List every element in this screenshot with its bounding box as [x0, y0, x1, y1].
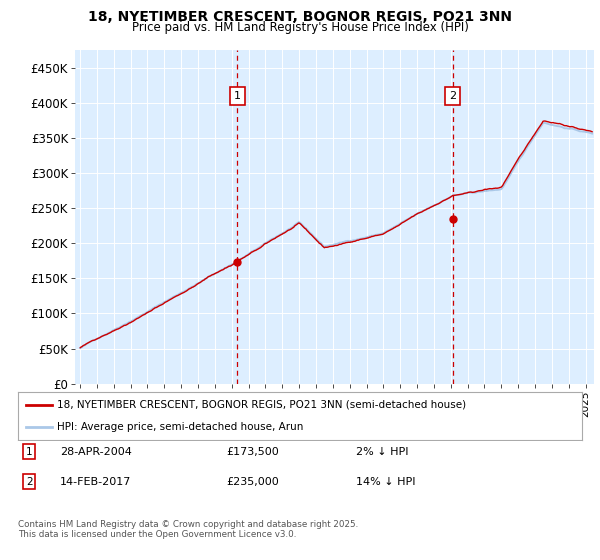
Text: 28-APR-2004: 28-APR-2004 [60, 447, 132, 457]
Text: Contains HM Land Registry data © Crown copyright and database right 2025.
This d: Contains HM Land Registry data © Crown c… [18, 520, 358, 539]
Text: 14% ↓ HPI: 14% ↓ HPI [356, 477, 416, 487]
Text: £173,500: £173,500 [227, 447, 280, 457]
Text: HPI: Average price, semi-detached house, Arun: HPI: Average price, semi-detached house,… [58, 422, 304, 432]
Text: 1: 1 [234, 91, 241, 101]
Text: 2: 2 [449, 91, 457, 101]
Text: 14-FEB-2017: 14-FEB-2017 [60, 477, 131, 487]
Text: £235,000: £235,000 [227, 477, 280, 487]
Text: 1: 1 [26, 447, 32, 457]
Text: 18, NYETIMBER CRESCENT, BOGNOR REGIS, PO21 3NN (semi-detached house): 18, NYETIMBER CRESCENT, BOGNOR REGIS, PO… [58, 400, 467, 410]
Text: Price paid vs. HM Land Registry's House Price Index (HPI): Price paid vs. HM Land Registry's House … [131, 21, 469, 34]
Text: 18, NYETIMBER CRESCENT, BOGNOR REGIS, PO21 3NN: 18, NYETIMBER CRESCENT, BOGNOR REGIS, PO… [88, 10, 512, 24]
Text: 2: 2 [26, 477, 32, 487]
Text: 2% ↓ HPI: 2% ↓ HPI [356, 447, 409, 457]
